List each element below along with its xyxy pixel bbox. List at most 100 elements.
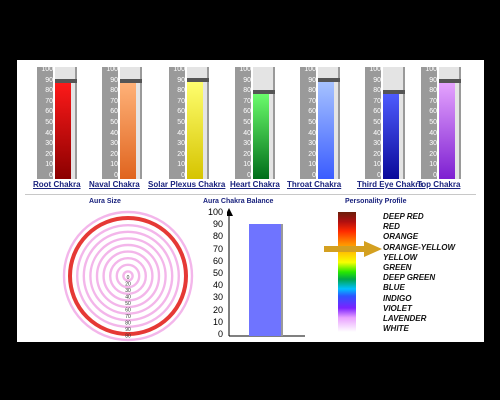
chakra-label[interactable]: Heart Chakra <box>230 180 280 189</box>
gauge-tick-label: 60 <box>110 108 118 116</box>
gauge-tick-label: 70 <box>110 97 118 105</box>
aura-ring <box>76 224 180 328</box>
chakra-gauge-3: 100 90 80 70 60 50 40 30 20 10 0 <box>169 66 209 179</box>
gauge-tick-label: 80 <box>110 87 118 95</box>
gauge-tick-label: 40 <box>308 129 316 137</box>
gauge-tick-label: 50 <box>45 119 53 126</box>
gauge-tick-label: 30 <box>373 140 381 148</box>
gauge-tick-label: 50 <box>429 119 437 126</box>
personality-item: YELLOW <box>383 252 418 262</box>
gauge-tick-label: 90 <box>45 76 53 84</box>
aura-ring <box>95 243 161 309</box>
gauge-tick-label: 100 <box>106 66 118 73</box>
personality-profile-title: Personality Profile <box>345 198 407 205</box>
balance-tick-label: 90 <box>212 219 223 230</box>
gauge-fill <box>439 81 455 179</box>
gauge-tick-label: 90 <box>308 76 316 84</box>
gauge-fill <box>318 80 334 179</box>
gauge-tick-label: 50 <box>243 119 251 126</box>
gauge-tick-label: 10 <box>243 161 251 169</box>
gauge-tick-label: 60 <box>373 108 381 116</box>
chakra-label[interactable]: Third Eye Chakra <box>357 180 423 189</box>
gauge-tick-label: 50 <box>308 119 316 126</box>
personality-item: LAVENDER <box>383 314 427 323</box>
gauge-tick-label: 40 <box>373 129 381 137</box>
balance-tick-label: 40 <box>212 280 223 291</box>
gauge-tick-label: 30 <box>308 140 316 148</box>
balance-tick-label: 100 <box>207 207 223 217</box>
aura-balance-chart: 100 90 80 70 60 50 40 30 20 10 0 <box>208 207 307 339</box>
gauge-tick-label: 100 <box>173 66 185 73</box>
gauge-tick-label: 30 <box>177 140 185 148</box>
aura-ring <box>115 263 141 289</box>
gauge-tick-label: 10 <box>373 161 381 169</box>
gauge-tick-label: 10 <box>110 161 118 169</box>
gauge-tick-label: 80 <box>373 87 381 95</box>
aura-scale-label: 90 <box>125 327 131 333</box>
gauge-tick-label: 80 <box>429 87 437 95</box>
gauge-tick-label: 20 <box>373 150 381 158</box>
gauge-tick-label: 20 <box>308 150 316 158</box>
gauge-tick-label: 0 <box>247 172 251 179</box>
personality-spectrum-bar <box>338 212 356 332</box>
gauge-scale: 100 90 80 70 60 50 40 30 20 10 0 <box>169 66 185 179</box>
gauge-tick-label: 0 <box>49 172 53 179</box>
gauge-tick-label: 40 <box>429 129 437 137</box>
chakra-label[interactable]: Naval Chakra <box>89 180 140 189</box>
personality-item: RED <box>383 222 400 232</box>
aura-highlight-ring <box>68 216 188 336</box>
personality-item: WHITE <box>383 324 409 334</box>
gauge-tick-label: 100 <box>239 66 251 73</box>
aura-balance-title: Aura Chakra Balance <box>203 198 274 205</box>
gauge-fill <box>187 80 203 179</box>
gauge-cap <box>120 79 142 84</box>
gauge-scale: 100 90 80 70 60 50 40 30 20 10 0 <box>235 66 251 179</box>
balance-tick-label: 30 <box>212 292 223 303</box>
aura-ring <box>82 230 174 322</box>
gauge-tick-label: 0 <box>433 172 437 179</box>
personality-item: ORANGE <box>383 232 419 242</box>
chakra-label[interactable]: Solar Plexus Chakra <box>148 180 226 189</box>
gauge-tick-label: 100 <box>304 66 316 73</box>
balance-tick-label: 60 <box>212 255 223 266</box>
gauge-tick-label: 0 <box>114 172 118 179</box>
gauge-tick-label: 50 <box>110 119 118 126</box>
personality-item: DEEP GREEN <box>383 273 436 283</box>
gauge-tick-label: 90 <box>429 76 437 84</box>
aura-scale-label: 30 <box>125 288 131 294</box>
gauge-tick-label: 40 <box>45 129 53 137</box>
balance-tick-label: 0 <box>217 329 223 339</box>
chakra-label[interactable]: Top Chakra <box>417 180 461 189</box>
chakra-gauge-7: 100 90 80 70 60 50 40 30 20 10 0 <box>421 66 461 179</box>
gauge-tick-label: 40 <box>110 129 118 137</box>
gauge-fill <box>383 92 399 179</box>
chakra-gauge-1: 100 90 80 70 60 50 40 30 20 10 0 <box>37 66 77 179</box>
gauge-tick-label: 100 <box>41 66 53 73</box>
gauge-tick-label: 70 <box>45 97 53 105</box>
gauge-tick-label: 60 <box>45 108 53 116</box>
gauge-scale: 100 90 80 70 60 50 40 30 20 10 0 <box>300 66 316 179</box>
personality-item: INDIGO <box>383 293 412 303</box>
chakra-gauge-5: 100 90 80 70 60 50 40 30 20 10 0 <box>300 66 340 179</box>
gauge-tick-label: 80 <box>308 87 316 95</box>
gauge-cap <box>55 79 77 84</box>
personality-item: DEEP RED <box>383 212 424 221</box>
gauge-tick-label: 90 <box>243 76 251 84</box>
gauge-cap <box>318 78 340 83</box>
gauge-tick-label: 30 <box>45 140 53 148</box>
gauge-tick-label: 40 <box>177 129 185 137</box>
balance-bar <box>249 223 281 336</box>
gauge-fill <box>253 92 269 179</box>
aura-scale-label: 80 <box>125 321 131 327</box>
aura-scale-label: 40 <box>125 295 131 301</box>
gauge-tick-label: 70 <box>308 97 316 105</box>
balance-axis-lines <box>227 208 305 337</box>
aura-scale-label: 20 <box>125 282 131 288</box>
chakra-label[interactable]: Root Chakra <box>33 180 81 189</box>
gauge-tick-label: 70 <box>373 97 381 105</box>
gauge-tick-label: 20 <box>45 150 53 158</box>
gauge-fill <box>55 81 71 179</box>
gauge-scale: 100 90 80 70 60 50 40 30 20 10 0 <box>365 66 381 179</box>
chakra-label[interactable]: Throat Chakra <box>287 180 342 189</box>
